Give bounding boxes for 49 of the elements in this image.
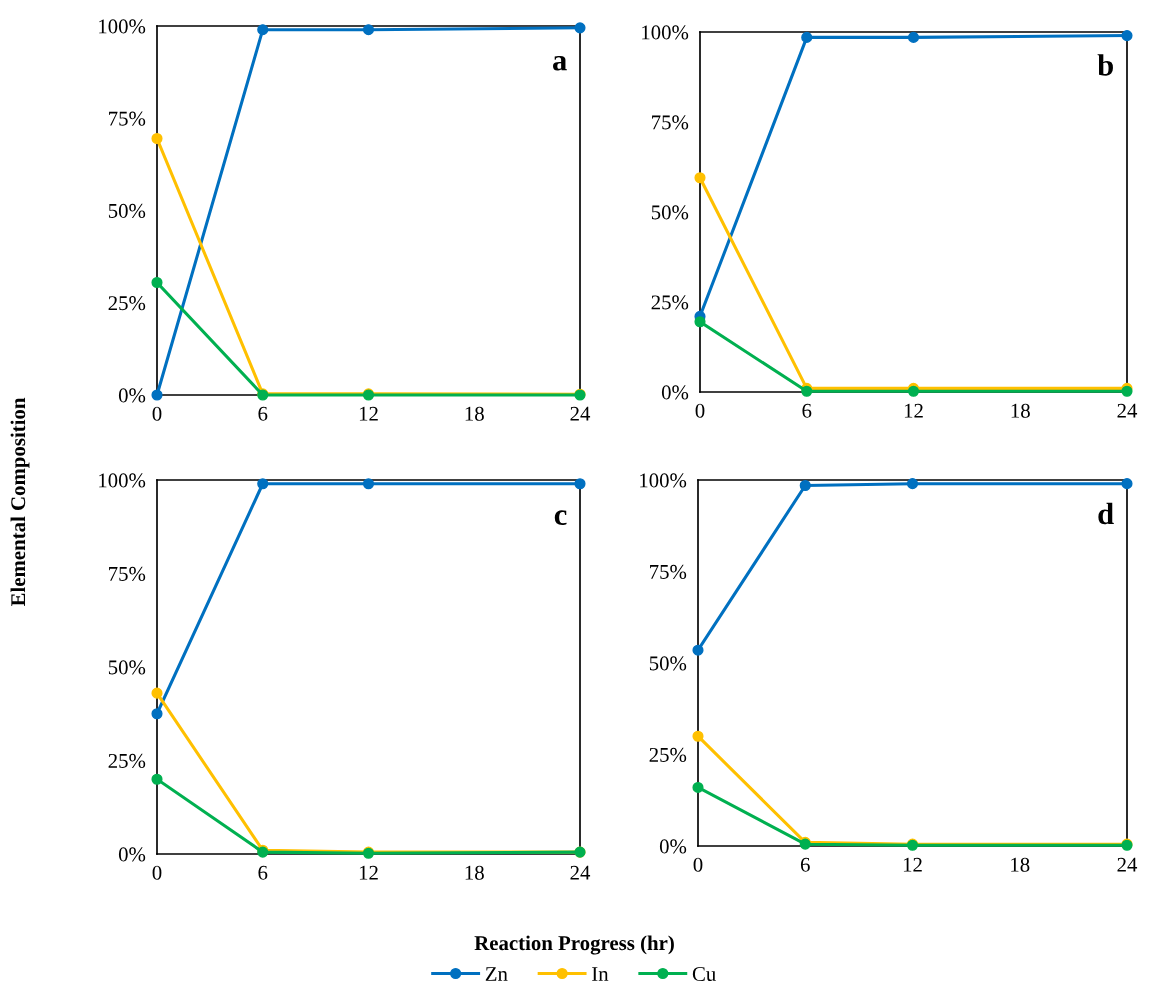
annotation: b (1097, 54, 1113, 76)
y-tick-label: 50% (651, 205, 689, 220)
annotation: c (554, 510, 567, 526)
legend-label: Cu (692, 967, 716, 982)
y-tick-label: 25% (108, 296, 146, 311)
x-tick-label: 24 (1117, 403, 1138, 418)
y-tick-label: 100% (640, 473, 687, 488)
y-tick-label: 75% (652, 115, 689, 130)
y-tick-label: 75% (109, 111, 146, 126)
y-tick-label: 25% (649, 747, 687, 762)
x-tick-label: 0 (693, 857, 703, 872)
y-tick-label: 100% (99, 473, 146, 488)
x-tick-label: 6 (802, 403, 812, 418)
y-tick-label: 100% (642, 25, 689, 40)
y-tick-label: 25% (108, 753, 146, 768)
x-tick-label: 0 (152, 406, 162, 421)
y-tick-label: 0% (661, 385, 689, 400)
x-axis-title: Reaction Progress (hr) (474, 935, 674, 955)
x-tick-label: 24 (570, 406, 591, 421)
y-axis-title: Elemental Composition (10, 397, 30, 607)
y-tick-label: 50% (649, 656, 687, 671)
annotation: a (553, 55, 567, 71)
x-tick-label: 18 (465, 865, 484, 880)
y-tick-label: 0% (118, 847, 146, 862)
y-tick-label: 100% (99, 19, 146, 34)
x-tick-label: 12 (904, 403, 923, 418)
legend-label: Zn (485, 967, 508, 981)
x-tick-label: 6 (258, 865, 268, 880)
x-tick-label: 6 (258, 406, 268, 421)
x-tick-label: 0 (695, 403, 705, 418)
y-tick-label: 75% (109, 566, 146, 581)
annotation: d (1098, 502, 1114, 525)
y-tick-label: 0% (118, 388, 146, 403)
x-tick-label: 18 (1011, 403, 1030, 418)
x-tick-label: 12 (359, 865, 378, 880)
x-tick-label: 12 (359, 406, 378, 421)
x-tick-label: 6 (800, 857, 810, 872)
legend-label: In (592, 967, 609, 981)
y-tick-label: 0% (659, 839, 687, 854)
x-tick-label: 24 (570, 865, 591, 880)
x-tick-label: 24 (1117, 857, 1138, 872)
x-tick-label: 0 (152, 865, 162, 880)
y-tick-label: 50% (108, 660, 146, 675)
x-tick-label: 18 (465, 406, 484, 421)
y-tick-label: 50% (108, 203, 146, 218)
x-tick-label: 12 (903, 857, 922, 872)
y-tick-label: 75% (650, 564, 687, 579)
y-tick-label: 25% (651, 295, 689, 310)
x-tick-label: 18 (1011, 857, 1030, 872)
